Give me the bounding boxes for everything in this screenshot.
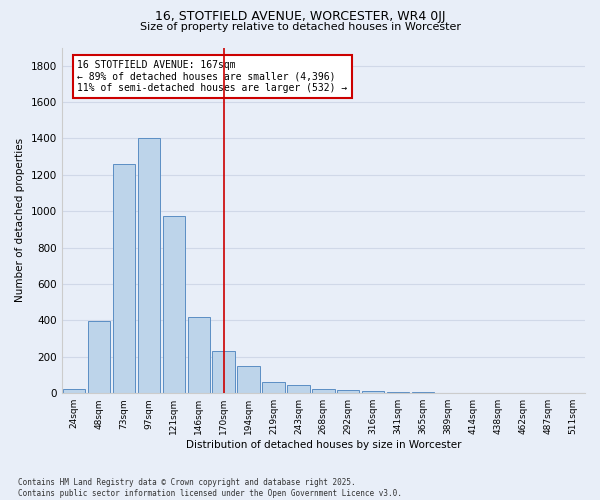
Bar bbox=[137, 138, 160, 393]
Bar bbox=[163, 216, 185, 393]
Bar bbox=[63, 389, 85, 393]
Bar bbox=[212, 352, 235, 393]
Bar bbox=[287, 386, 310, 393]
Text: Size of property relative to detached houses in Worcester: Size of property relative to detached ho… bbox=[139, 22, 461, 32]
Bar bbox=[88, 321, 110, 393]
Bar bbox=[188, 317, 210, 393]
Bar bbox=[238, 366, 260, 393]
Bar bbox=[337, 390, 359, 393]
Bar bbox=[113, 164, 135, 393]
Bar bbox=[387, 392, 409, 393]
X-axis label: Distribution of detached houses by size in Worcester: Distribution of detached houses by size … bbox=[185, 440, 461, 450]
Bar bbox=[312, 388, 335, 393]
Y-axis label: Number of detached properties: Number of detached properties bbox=[15, 138, 25, 302]
Bar bbox=[262, 382, 285, 393]
Bar bbox=[412, 392, 434, 393]
Text: 16 STOTFIELD AVENUE: 167sqm
← 89% of detached houses are smaller (4,396)
11% of : 16 STOTFIELD AVENUE: 167sqm ← 89% of det… bbox=[77, 60, 347, 93]
Text: 16, STOTFIELD AVENUE, WORCESTER, WR4 0JJ: 16, STOTFIELD AVENUE, WORCESTER, WR4 0JJ bbox=[155, 10, 445, 23]
Text: Contains HM Land Registry data © Crown copyright and database right 2025.
Contai: Contains HM Land Registry data © Crown c… bbox=[18, 478, 402, 498]
Bar bbox=[362, 392, 385, 393]
